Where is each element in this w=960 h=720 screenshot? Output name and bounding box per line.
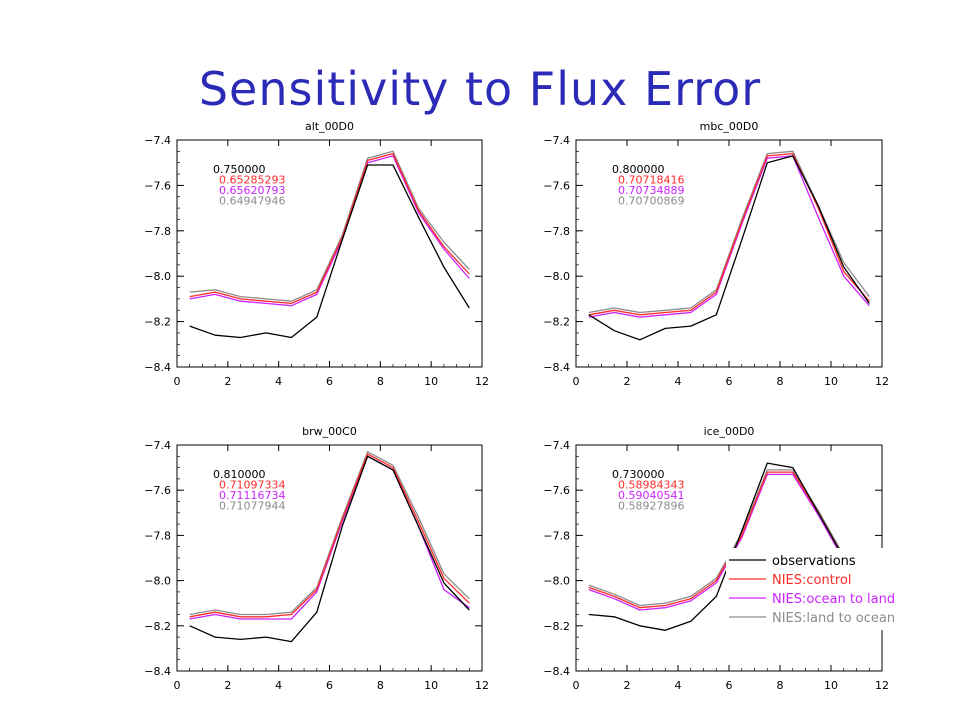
legend-box [726, 548, 938, 630]
x-tick-label: 12 [875, 375, 889, 388]
y-tick-label: −7.4 [144, 439, 171, 452]
series-line-ocean_to_land [189, 155, 470, 307]
chart-panel-0: alt_00D0 0 2 4 6 8 10 12 −7.4 −7.6 −7.8 −8.0 −8.2 −8.… [144, 120, 489, 388]
y-tick-label: −7.6 [543, 179, 570, 192]
x-tick-label: 6 [326, 679, 333, 692]
x-tick-label: 4 [675, 679, 682, 692]
x-tick-label: 10 [824, 375, 838, 388]
y-tick-label: −8.4 [144, 361, 171, 374]
y-tick-label: −8.0 [144, 270, 171, 283]
correlation-label: 0.810000 [213, 468, 266, 481]
correlation-label: 0.800000 [612, 163, 665, 176]
y-tick-label: −8.4 [144, 665, 171, 678]
correlation-label: 0.58984343 [618, 479, 684, 492]
series-line-observations [189, 455, 470, 643]
x-tick-label: 12 [475, 679, 489, 692]
y-tick-label: −7.8 [543, 225, 570, 238]
correlation-label: 0.71097334 [219, 479, 285, 492]
correlation-label: 0.58927896 [618, 500, 684, 513]
y-tick-label: −7.8 [144, 225, 171, 238]
y-tick-label: −8.0 [543, 575, 570, 588]
y-tick-label: −8.2 [543, 316, 570, 329]
x-tick-label: 4 [675, 375, 682, 388]
chart-title: brw_00C0 [302, 425, 357, 438]
correlation-label: 0.70700869 [618, 195, 684, 208]
slide-title: Sensitivity to Flux Error [198, 62, 762, 116]
series-line-land_to_ocean [189, 451, 470, 616]
y-tick-label: −8.4 [543, 361, 570, 374]
x-tick-label: 0 [174, 375, 181, 388]
correlation-label: 0.65285293 [219, 174, 285, 187]
chart-title: mbc_00D0 [700, 120, 759, 133]
x-tick-label: 2 [224, 679, 231, 692]
series-line-control [588, 152, 870, 316]
x-tick-label: 2 [224, 375, 231, 388]
y-tick-label: −7.4 [543, 134, 570, 147]
correlation-label: 0.59040541 [618, 489, 684, 502]
x-tick-label: 10 [824, 679, 838, 692]
y-tick-label: −7.6 [144, 179, 171, 192]
correlation-label: 0.64947946 [219, 195, 285, 208]
y-tick-label: −8.4 [543, 665, 570, 678]
correlation-label: 0.71116734 [219, 489, 285, 502]
x-tick-label: 2 [624, 679, 631, 692]
chart-title: alt_00D0 [305, 120, 354, 133]
x-tick-label: 8 [777, 679, 784, 692]
x-tick-label: 2 [624, 375, 631, 388]
legend-label: NIES:control [772, 573, 851, 588]
chart-panel-1: mbc_00D0 0 2 4 6 8 10 12 −7.4 −7.6 −7.8 −8.0 −8.2 −8.… [543, 120, 889, 388]
series-line-land_to_ocean [189, 150, 470, 302]
x-tick-label: 4 [275, 679, 282, 692]
y-tick-label: −8.2 [144, 316, 171, 329]
x-tick-label: 8 [777, 375, 784, 388]
correlation-label: 0.70718416 [618, 174, 684, 187]
chart-title: ice_00D0 [704, 425, 755, 438]
legend: observations NIES:control NIES:ocean to la… [726, 548, 938, 630]
correlation-label: 0.70734889 [618, 184, 684, 197]
x-tick-label: 8 [377, 375, 384, 388]
x-tick-label: 0 [174, 679, 181, 692]
y-tick-label: −7.6 [144, 484, 171, 497]
correlation-label: 0.65620793 [219, 184, 285, 197]
y-tick-label: −7.8 [144, 529, 171, 542]
chart-panel-2: brw_00C0 0 2 4 6 8 10 12 −7.4 −7.6 −7.8 −8.0 −8.2 −8.… [144, 425, 489, 692]
correlation-label: 0.730000 [612, 468, 665, 481]
y-tick-label: −7.4 [543, 439, 570, 452]
correlation-label: 0.71077944 [219, 500, 285, 513]
chart-panel-3: ice_00D0 0 2 4 6 8 10 12 −7.4 −7.6 −7.8 −8.0 −8.2 −8.… [543, 425, 889, 692]
correlation-label: 0.750000 [213, 163, 266, 176]
series-line-control [189, 152, 470, 305]
y-tick-label: −7.8 [543, 529, 570, 542]
x-tick-label: 6 [326, 375, 333, 388]
series-line-observations [189, 164, 470, 339]
x-tick-label: 4 [275, 375, 282, 388]
series-line-observations [588, 155, 870, 341]
y-tick-label: −7.6 [543, 484, 570, 497]
legend-label: observations [772, 554, 856, 569]
legend-label: NIES:ocean to land [772, 592, 895, 607]
series-line-control [189, 453, 470, 618]
y-tick-label: −8.2 [543, 620, 570, 633]
x-tick-label: 8 [377, 679, 384, 692]
y-tick-label: −8.0 [543, 270, 570, 283]
x-tick-label: 12 [475, 375, 489, 388]
x-tick-label: 0 [573, 679, 580, 692]
y-tick-label: −7.4 [144, 134, 171, 147]
series-line-ocean_to_land [588, 155, 870, 318]
x-tick-label: 10 [424, 375, 438, 388]
y-tick-label: −8.2 [144, 620, 171, 633]
x-tick-label: 12 [875, 679, 889, 692]
legend-label: NIES:land to ocean [772, 611, 895, 626]
x-tick-label: 6 [726, 375, 733, 388]
y-tick-label: −8.0 [144, 575, 171, 588]
x-tick-label: 10 [424, 679, 438, 692]
x-tick-label: 0 [573, 375, 580, 388]
x-tick-label: 6 [726, 679, 733, 692]
